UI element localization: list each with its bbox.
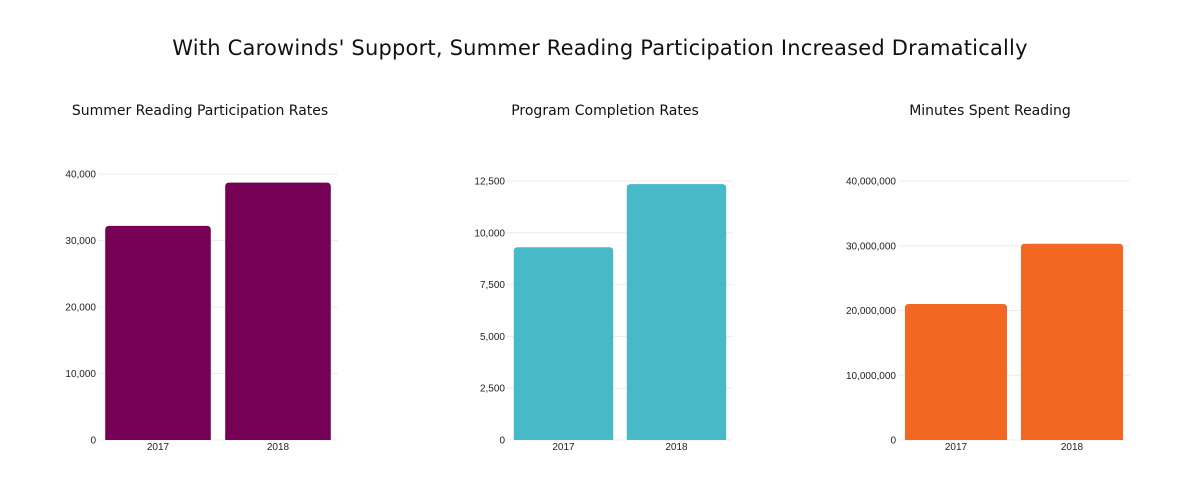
completion-y-tick-label: 7,500: [480, 280, 505, 291]
completion-y-tick-label: 12,500: [474, 177, 505, 188]
minutes-y-tick-label: 30,000,000: [846, 241, 896, 252]
participation-y-tick-label: 40,000: [65, 170, 96, 181]
participation-bar-2017: [105, 225, 211, 440]
minutes-y-tick-label: 40,000,000: [846, 177, 896, 188]
participation-chart-title: Summer Reading Participation Rates: [71, 103, 329, 119]
minutes-chart-title: Minutes Spent Reading: [909, 103, 1071, 119]
minutes-x-tick-label: 2018: [1061, 442, 1084, 453]
minutes-y-tick-label: 0: [890, 436, 896, 447]
participation-chart: 0 10,000 20,000 30,000 40,000 2017 2018: [65, 170, 338, 453]
completion-chart-title: Program Completion Rates: [511, 103, 699, 119]
minutes-x-tick-label: 2017: [945, 442, 968, 453]
completion-y-tick-label: 10,000: [474, 228, 505, 239]
participation-x-tick-label: 2018: [267, 442, 290, 453]
participation-y-tick-label: 0: [90, 436, 96, 447]
completion-bar-2018: [626, 184, 727, 440]
completion-chart: 0 2,500 5,000 7,500 10,000 12,500 2017 2018: [474, 177, 733, 453]
participation-y-tick-label: 10,000: [65, 369, 96, 380]
completion-x-tick-label: 2018: [665, 442, 688, 453]
completion-y-tick-label: 0: [499, 436, 505, 447]
completion-y-tick-label: 5,000: [480, 332, 505, 343]
participation-x-tick-label: 2017: [147, 442, 170, 453]
minutes-y-tick-label: 10,000,000: [846, 371, 896, 382]
participation-y-tick-label: 30,000: [65, 236, 96, 247]
minutes-chart: 0 10,000,000 20,000,000 30,000,000 40,000,00…: [846, 177, 1130, 453]
participation-chart-panel: Summer Reading Participation Rates 0 10,0…: [0, 0, 400, 480]
minutes-chart-panel: Minutes Spent Reading 0 10,000,000 20,000,…: [790, 0, 1190, 480]
completion-bar-2017: [513, 247, 614, 440]
chart-main-title: With Carowinds' Support, Summer Reading …: [172, 36, 1028, 60]
minutes-bar-2018: [1020, 243, 1124, 440]
participation-bar-2018: [225, 182, 331, 440]
completion-y-tick-label: 2,500: [480, 384, 505, 395]
minutes-y-tick-label: 20,000,000: [846, 306, 896, 317]
completion-x-tick-label: 2017: [552, 442, 575, 453]
completion-chart-panel: Program Completion Rates 0 2,500 5,000 7,50…: [405, 0, 805, 480]
participation-y-tick-label: 20,000: [65, 303, 96, 314]
minutes-bar-2017: [904, 304, 1008, 440]
